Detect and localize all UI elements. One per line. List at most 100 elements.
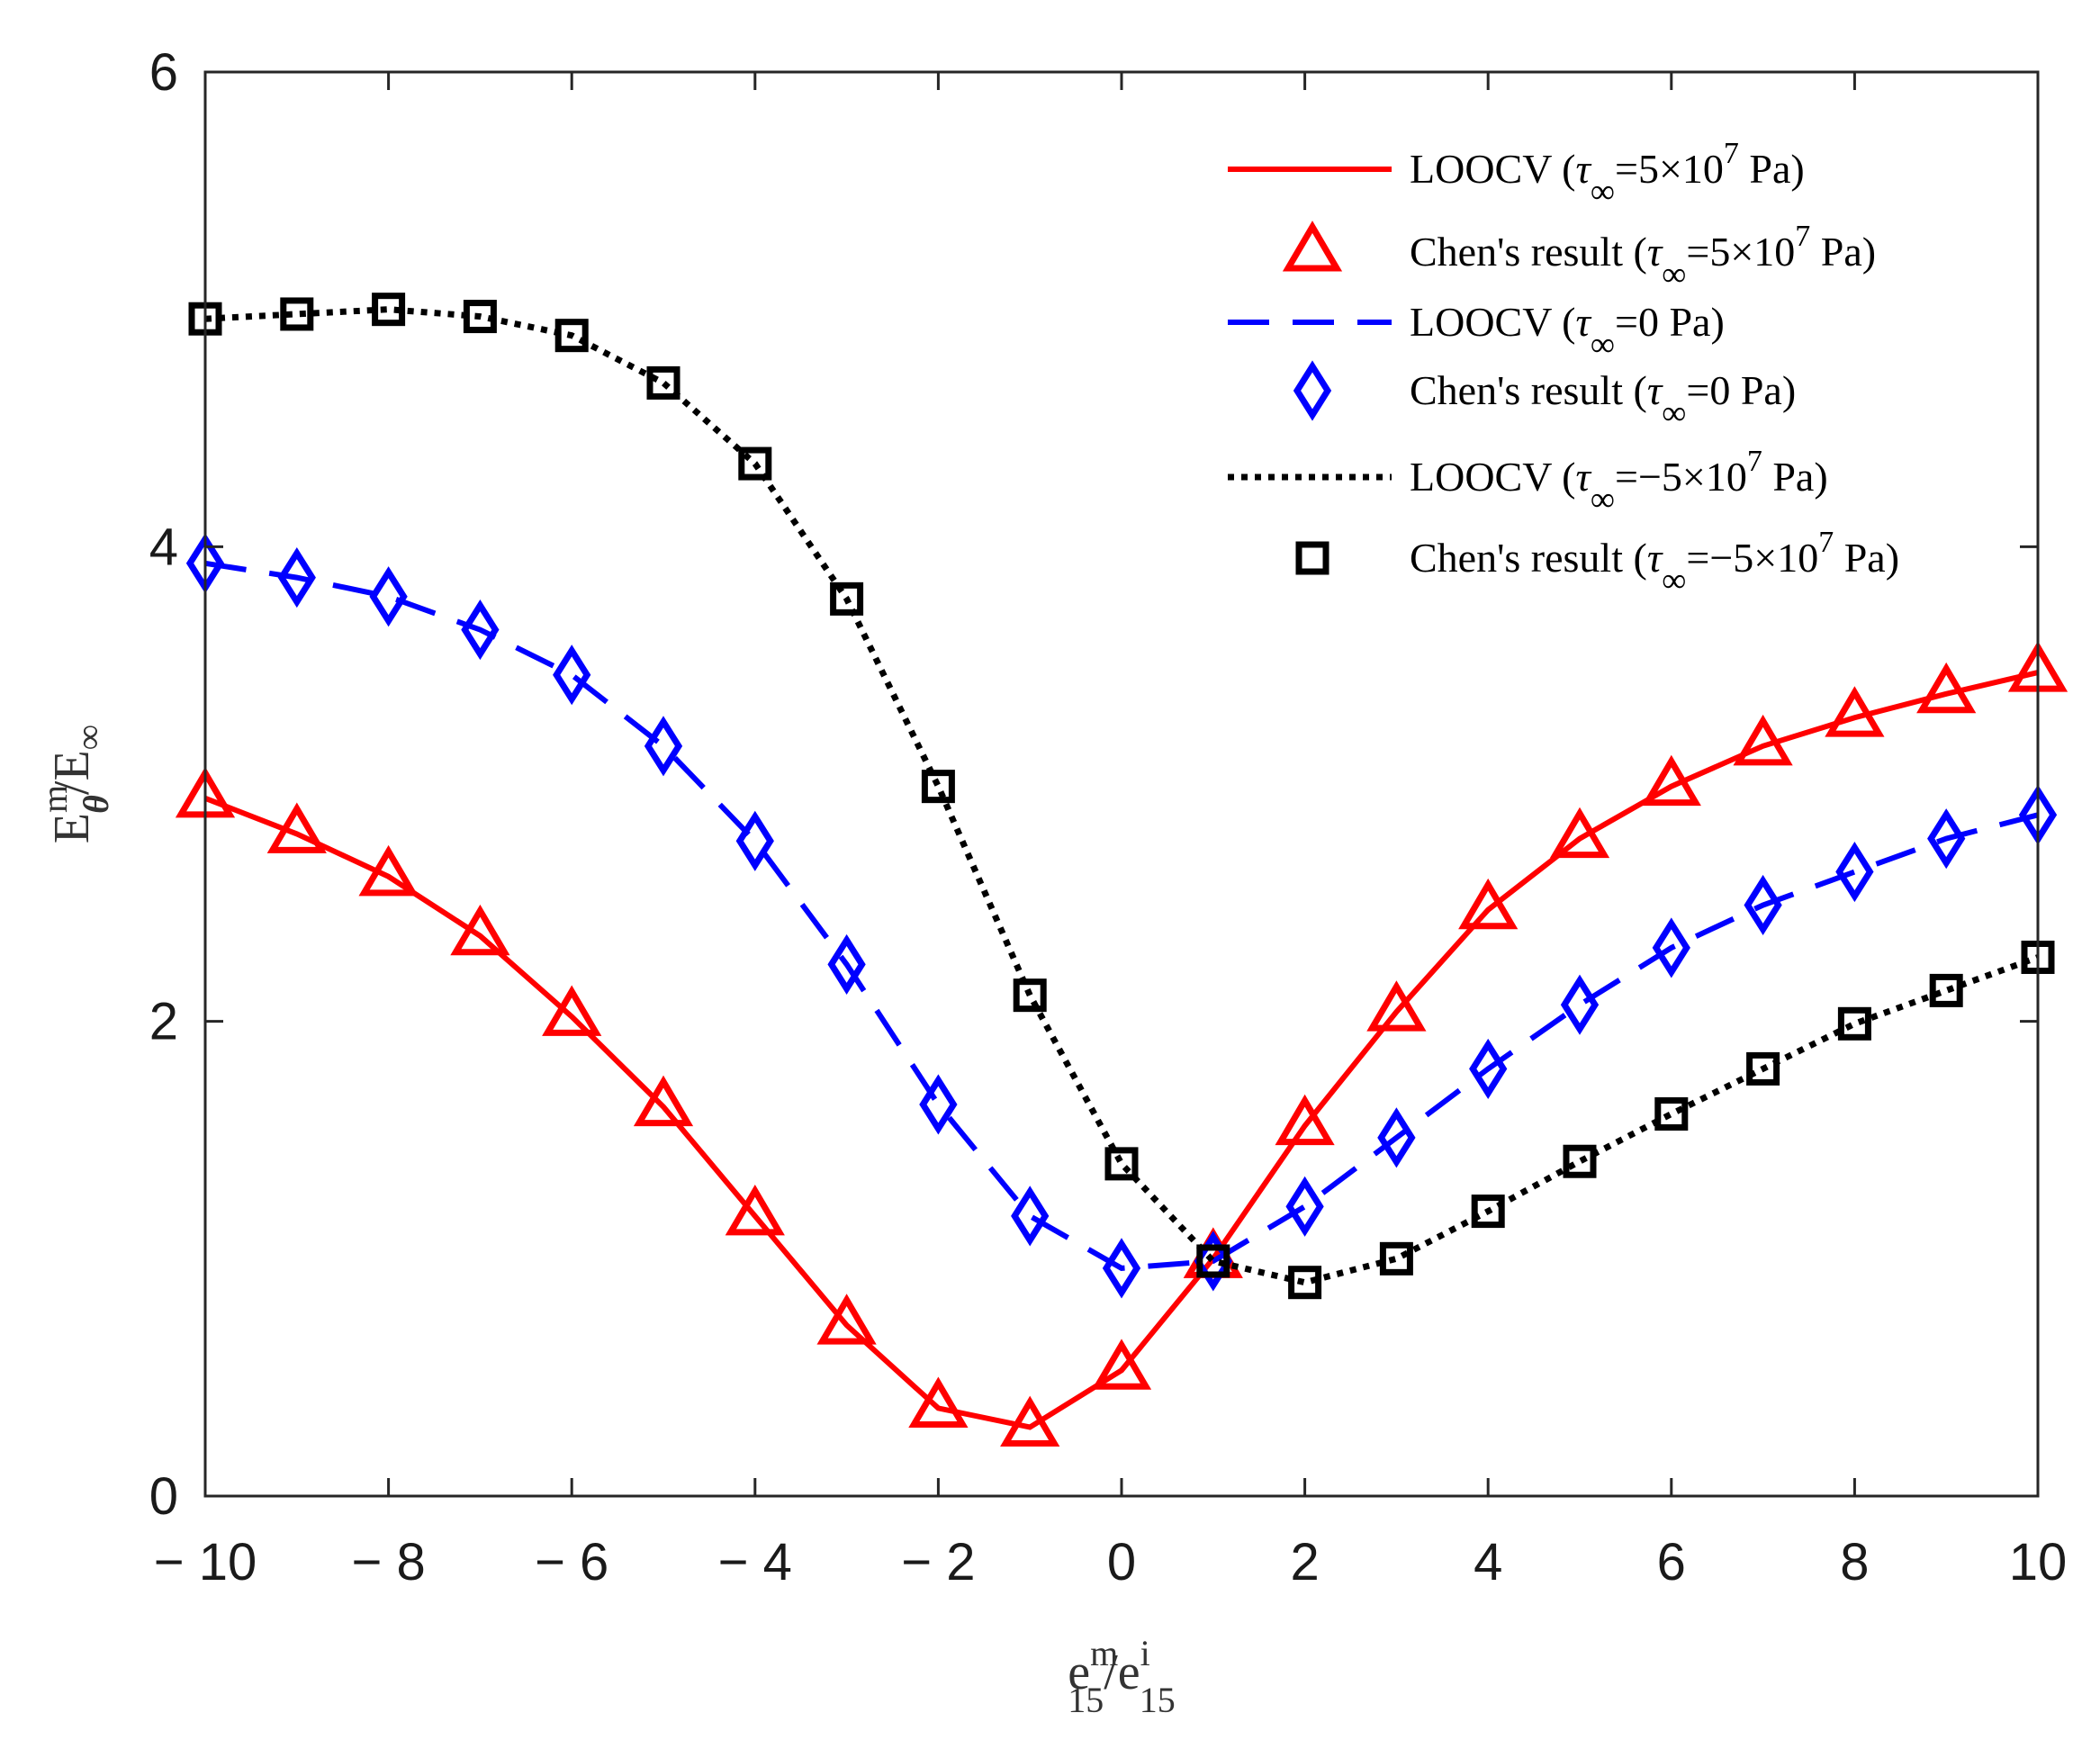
- x-tick-label: − 4: [718, 1533, 792, 1591]
- legend-label-sub: ∞: [1662, 562, 1686, 600]
- data-point-tau_pos-5: [633, 1075, 694, 1127]
- data-point-tau_neg-7: [830, 582, 864, 616]
- data-point-tau_zero-2: [369, 566, 408, 627]
- data-point-tau_pos-9: [1000, 1395, 1060, 1447]
- legend-entry: Chen's result (τ∞=−5×107 Pa): [1295, 526, 1899, 600]
- legend-entry: LOOCV (τ∞=5×107 Pa): [1228, 137, 1805, 211]
- legend-label-tau: τ: [1647, 229, 1663, 275]
- y-tick-label: 2: [149, 993, 178, 1051]
- data-point-tau_neg-5: [646, 365, 680, 400]
- data-point-tau_pos-2: [358, 844, 419, 897]
- y-title-sub: θ: [76, 795, 116, 814]
- legend-label-unit: Pa): [1810, 229, 1876, 275]
- legend-label-name: LOOCV (: [1410, 454, 1575, 500]
- legend-label-close: ): [1710, 299, 1724, 345]
- y-title-slash: /: [44, 780, 100, 795]
- y-title-sup: m: [34, 785, 75, 813]
- series-tau_zero: [185, 533, 2058, 1299]
- legend: LOOCV (τ∞=5×107 Pa)Chen's result (τ∞=5×1…: [1228, 137, 1899, 600]
- data-point-tau_pos-8: [908, 1376, 969, 1428]
- legend-label: Chen's result (τ∞=5×107 Pa): [1410, 220, 1876, 293]
- legend-label-name: Chen's result (: [1410, 229, 1647, 275]
- legend-label-exp: 7: [1724, 137, 1739, 170]
- legend-marker-tau_zero: [1293, 360, 1332, 421]
- legend-label-unit: Pa): [1834, 535, 1899, 581]
- data-point-tau_zero-4: [553, 645, 591, 706]
- legend-label-exp: 7: [1818, 526, 1834, 559]
- data-point-tau_zero-1: [277, 547, 316, 609]
- x-tick-label: 6: [1657, 1533, 1686, 1591]
- legend-label: LOOCV (τ∞=5×107 Pa): [1410, 137, 1805, 211]
- legend-label: Chen's result (τ∞=−5×107 Pa): [1410, 526, 1899, 600]
- data-point-tau_zero-8: [919, 1074, 958, 1135]
- data-point-tau_zero-9: [1011, 1186, 1050, 1247]
- legend-entry: LOOCV (τ∞=−5×107 Pa): [1228, 445, 1828, 518]
- legend-label-name: Chen's result (: [1410, 535, 1647, 581]
- data-point-tau_neg-14: [1471, 1195, 1505, 1229]
- series-layer: [175, 293, 2068, 1447]
- data-point-tau_neg-19: [1929, 973, 1963, 1007]
- x-title-sup2: i: [1140, 1633, 1150, 1673]
- data-point-tau_pos-7: [816, 1294, 877, 1345]
- data-point-tau_neg-11: [1196, 1244, 1230, 1278]
- legend-label-value: =5×10: [1615, 146, 1724, 192]
- data-point-tau_pos-6: [725, 1184, 785, 1236]
- data-point-tau_zero-11: [1194, 1231, 1232, 1292]
- data-point-tau_neg-17: [1746, 1051, 1780, 1086]
- data-point-tau_pos-16: [1641, 754, 1701, 807]
- legend-label-exp: 7: [1747, 445, 1762, 478]
- data-point-tau_zero-15: [1560, 974, 1600, 1035]
- x-tick-label: 4: [1474, 1533, 1502, 1591]
- x-title-sup: m: [1090, 1633, 1118, 1673]
- legend-label: LOOCV (τ∞=0 Pa): [1410, 299, 1725, 364]
- data-point-tau_neg-8: [921, 770, 955, 804]
- x-axis-title: em 15/ei 15: [1068, 1633, 1176, 1720]
- series-line-tau_zero: [204, 560, 2039, 1271]
- data-point-tau_zero-6: [735, 810, 774, 871]
- legend-label-tau: τ: [1575, 454, 1591, 500]
- data-point-tau_neg-12: [1288, 1266, 1322, 1300]
- data-point-tau_pos-4: [542, 985, 602, 1036]
- data-point-tau_pos-12: [1275, 1094, 1335, 1146]
- y-tick-label: 6: [149, 43, 178, 102]
- data-point-tau_pos-17: [1733, 714, 1793, 766]
- plot-area: [205, 72, 2038, 1496]
- x-tick-label: 10: [2009, 1533, 2068, 1591]
- data-point-tau_pos-18: [1825, 686, 1885, 737]
- data-point-tau_zero-13: [1377, 1107, 1416, 1168]
- legend-label-value: =0 Pa: [1686, 367, 1781, 413]
- y-title-base2: E: [44, 750, 100, 780]
- y-title-sub2: ∞: [68, 725, 109, 751]
- legend-marker-tau_neg: [1295, 541, 1329, 575]
- x-tick-label: − 2: [901, 1533, 975, 1591]
- x-tick-label: 2: [1290, 1533, 1319, 1591]
- legend-entry: Chen's result (τ∞=0 Pa): [1293, 360, 1796, 432]
- data-point-tau_neg-18: [1837, 1006, 1871, 1041]
- legend-label-value: =−5×10: [1615, 454, 1747, 500]
- legend-label-sub: ∞: [1591, 326, 1615, 364]
- legend-label-tau: τ: [1575, 146, 1591, 192]
- data-point-tau_zero-7: [827, 933, 866, 995]
- data-point-tau_pos-13: [1366, 980, 1427, 1032]
- legend-label-value: =−5×10: [1686, 535, 1818, 581]
- legend-label-sub: ∞: [1662, 394, 1686, 432]
- data-point-tau_neg-13: [1379, 1241, 1413, 1276]
- x-title-sub2: 15: [1140, 1680, 1176, 1720]
- y-axis-title: Emθ/E∞: [34, 725, 116, 843]
- data-point-tau_neg-4: [554, 319, 589, 353]
- legend-label-sub: ∞: [1662, 256, 1686, 293]
- data-point-tau_neg-9: [1013, 978, 1047, 1013]
- x-tick-label: − 8: [351, 1533, 425, 1591]
- data-point-tau_neg-6: [738, 446, 772, 481]
- data-point-tau_zero-3: [461, 600, 500, 661]
- legend-label-tau: τ: [1647, 535, 1663, 581]
- x-tick-label: − 6: [535, 1533, 608, 1591]
- legend-label-sub: ∞: [1591, 481, 1615, 518]
- x-title-slash: /: [1104, 1645, 1118, 1700]
- legend-label-tau: τ: [1647, 367, 1663, 413]
- y-tick-label: 4: [149, 518, 178, 576]
- legend-label: LOOCV (τ∞=−5×107 Pa): [1410, 445, 1828, 518]
- data-point-tau_pos-3: [450, 904, 510, 956]
- data-point-tau_neg-16: [1654, 1096, 1689, 1131]
